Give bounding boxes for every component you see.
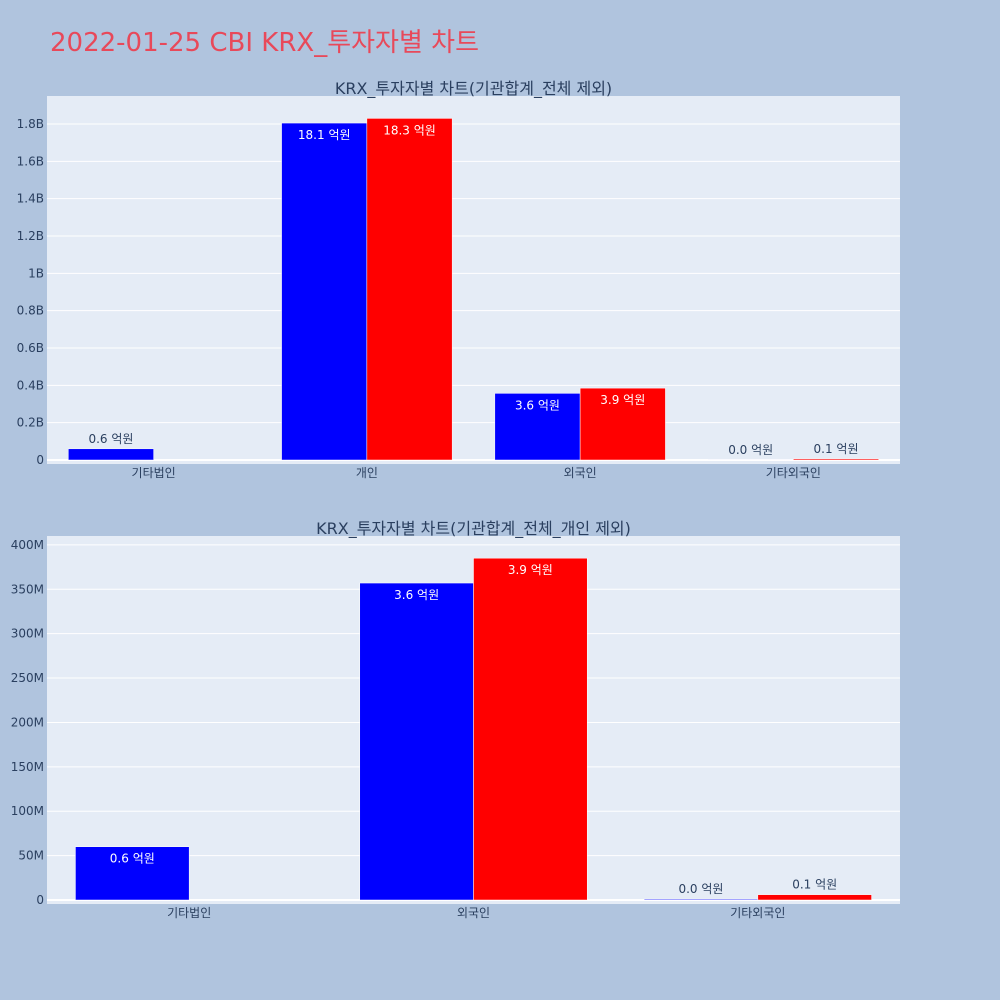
page-title: 2022-01-25 CBI KRX_투자자별 차트 (50, 28, 479, 58)
y-tick-label: 150M (11, 760, 44, 774)
data-label: 0.0 억원 (678, 882, 723, 896)
bar (579, 387, 666, 461)
data-label: 18.3 억원 (383, 123, 436, 137)
x-tick-label: 기타법인 (167, 906, 211, 920)
y-tick-label: 1B (28, 266, 44, 280)
data-label: 0.0 억원 (728, 443, 773, 457)
y-tick-label: 1.4B (17, 192, 44, 206)
x-tick-label: 기타외국인 (730, 906, 785, 920)
data-label: 3.6 억원 (515, 398, 560, 412)
data-label: 3.9 억원 (600, 393, 645, 407)
y-tick-label: 300M (11, 627, 44, 641)
data-label: 0.1 억원 (792, 878, 837, 892)
y-tick-label: 1.2B (17, 229, 44, 243)
y-tick-label: 400M (11, 538, 44, 552)
bar (757, 894, 872, 901)
y-tick-label: 50M (18, 849, 44, 863)
bar (643, 898, 759, 901)
chart-title: KRX_투자자별 차트(기관합계_전체_개인 제외) (316, 519, 631, 539)
y-tick-label: 0.2B (17, 416, 44, 430)
y-tick-label: 200M (11, 715, 44, 729)
data-label: 0.6 억원 (110, 852, 155, 866)
x-tick-label: 외국인 (564, 466, 597, 480)
data-label: 0.1 억원 (814, 442, 859, 456)
x-tick-label: 외국인 (457, 906, 490, 920)
x-tick-label: 기타법인 (132, 466, 176, 480)
x-tick-label: 개인 (356, 466, 378, 480)
y-tick-label: 0 (36, 453, 44, 467)
bar (494, 393, 581, 461)
bar (75, 846, 190, 901)
data-label: 18.1 억원 (298, 128, 351, 142)
y-tick-label: 0.6B (17, 341, 44, 355)
y-tick-label: 350M (11, 582, 44, 596)
bar (473, 557, 588, 901)
y-tick-label: 0.4B (17, 378, 44, 392)
data-label: 0.6 억원 (88, 432, 133, 446)
chart-title: KRX_투자자별 차트(기관합계_전체 제외) (335, 79, 612, 99)
bar (359, 582, 474, 901)
x-tick-label: 기타외국인 (766, 466, 821, 480)
bar (366, 118, 453, 461)
y-tick-label: 0.8B (17, 304, 44, 318)
data-label: 3.9 억원 (508, 563, 553, 577)
data-label: 3.6 억원 (394, 588, 439, 602)
y-tick-label: 100M (11, 804, 44, 818)
bar (68, 448, 154, 461)
y-tick-label: 1.8B (17, 117, 44, 131)
bar (281, 122, 368, 461)
bar (793, 458, 879, 461)
y-tick-label: 250M (11, 671, 44, 685)
plot-area (47, 96, 900, 464)
y-tick-label: 0 (36, 893, 44, 907)
y-tick-label: 1.6B (17, 154, 44, 168)
